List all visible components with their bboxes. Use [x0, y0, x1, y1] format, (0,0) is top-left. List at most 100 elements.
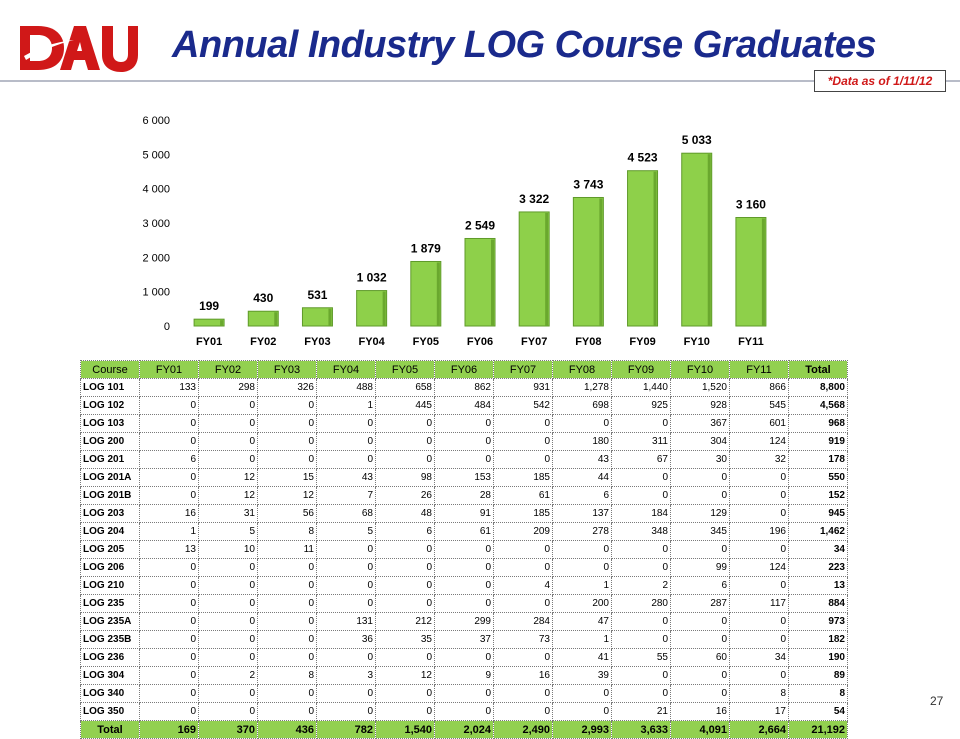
value-cell: 17 [729, 702, 789, 721]
value-cell: 185 [493, 468, 553, 487]
value-cell: 311 [611, 432, 671, 451]
value-cell: 209 [493, 522, 553, 541]
value-cell: 0 [434, 594, 494, 613]
total-cell: 178 [788, 450, 848, 469]
value-cell: 34 [729, 648, 789, 667]
value-cell: 0 [375, 702, 435, 721]
value-cell: 185 [493, 504, 553, 523]
value-cell: 0 [198, 414, 258, 433]
bar-shade [599, 198, 603, 326]
bar-shade [436, 262, 440, 326]
value-cell: 287 [670, 594, 730, 613]
x-tick-label: FY10 [684, 336, 710, 348]
value-cell: 2,993 [552, 720, 612, 739]
value-cell: 0 [434, 540, 494, 559]
x-tick-label: FY06 [467, 336, 493, 348]
value-cell: 0 [316, 450, 376, 469]
value-cell: 1,440 [611, 378, 671, 397]
value-cell: 60 [670, 648, 730, 667]
value-cell: 0 [611, 486, 671, 505]
value-cell: 0 [670, 540, 730, 559]
value-cell: 7 [316, 486, 376, 505]
bar [410, 260, 442, 327]
value-cell: 0 [139, 702, 199, 721]
value-cell: 4 [493, 576, 553, 595]
bar-data-label: 3 743 [573, 177, 603, 191]
value-cell: 4,091 [670, 720, 730, 739]
value-cell: 48 [375, 504, 435, 523]
x-tick-label: FY04 [358, 336, 385, 348]
dau-logo [20, 26, 138, 72]
value-cell: 0 [729, 468, 789, 487]
value-cell: 0 [375, 594, 435, 613]
value-cell: 0 [611, 666, 671, 685]
value-cell: 0 [198, 648, 258, 667]
value-cell: 3,633 [611, 720, 671, 739]
y-tick-label: 0 [164, 321, 170, 333]
value-cell: 0 [729, 504, 789, 523]
value-cell: 98 [375, 468, 435, 487]
bar-data-label: 3 160 [736, 198, 766, 212]
value-cell: 0 [375, 540, 435, 559]
value-cell: 0 [611, 684, 671, 703]
value-cell: 0 [552, 414, 612, 433]
table-row: LOG 203 16 31 56 68 48 91 185 137 184 129 0 945 [80, 504, 848, 523]
course-cell: LOG 204 [80, 522, 140, 541]
bar-shade [545, 212, 549, 326]
total-cell: 89 [788, 666, 848, 685]
bar-shade [274, 312, 278, 326]
value-cell: 68 [316, 504, 376, 523]
value-cell: 67 [611, 450, 671, 469]
value-cell: 0 [375, 684, 435, 703]
value-cell: 133 [139, 378, 199, 397]
total-cell: 8,800 [788, 378, 848, 397]
graduates-bar-chart: 0 1 000 2 000 3 000 4 000 5 000 6 000 199 430 53… [142, 115, 767, 348]
course-cell: LOG 235A [80, 612, 140, 631]
value-cell: 0 [611, 414, 671, 433]
value-cell: 28 [434, 486, 494, 505]
value-cell: 15 [257, 468, 317, 487]
bar [572, 196, 604, 327]
value-cell: 445 [375, 396, 435, 415]
value-cell: 0 [316, 540, 376, 559]
value-cell: 0 [139, 396, 199, 415]
dau-logo-mark [20, 26, 138, 72]
value-cell: 0 [611, 630, 671, 649]
table-row: LOG 236 0 0 0 0 0 0 0 41 55 60 34 190 [80, 648, 848, 667]
bar-series: 199 430 531 1 032 1 879 2 549 3 322 3 743 4 523 5… [193, 133, 767, 327]
value-cell: 12 [198, 486, 258, 505]
bar-data-label: 1 032 [357, 271, 387, 285]
course-cell: LOG 201B [80, 486, 140, 505]
value-cell: 13 [139, 540, 199, 559]
value-cell: 129 [670, 504, 730, 523]
value-cell: 2,490 [493, 720, 553, 739]
value-cell: 862 [434, 378, 494, 397]
value-cell: 36 [316, 630, 376, 649]
bar [193, 318, 225, 327]
column-header: FY07 [493, 360, 553, 379]
value-cell: 0 [493, 432, 553, 451]
table-row: LOG 201 6 0 0 0 0 0 0 43 67 30 32 178 [80, 450, 848, 469]
value-cell: 0 [729, 666, 789, 685]
bar-data-label: 3 322 [519, 192, 549, 206]
value-cell: 601 [729, 414, 789, 433]
value-cell: 0 [434, 684, 494, 703]
value-cell: 0 [198, 612, 258, 631]
total-cell: 945 [788, 504, 848, 523]
table-row: LOG 204 1 5 8 5 6 61 209 278 348 345 196 1,462 [80, 522, 848, 541]
course-cell: LOG 304 [80, 666, 140, 685]
value-cell: 0 [257, 684, 317, 703]
course-cell: LOG 201 [80, 450, 140, 469]
value-cell: 1 [316, 396, 376, 415]
value-cell: 6 [139, 450, 199, 469]
value-cell: 61 [434, 522, 494, 541]
value-cell: 0 [670, 630, 730, 649]
value-cell: 153 [434, 468, 494, 487]
total-cell: 190 [788, 648, 848, 667]
value-cell: 0 [493, 450, 553, 469]
value-cell: 124 [729, 432, 789, 451]
value-cell: 0 [611, 558, 671, 577]
table-row: LOG 103 0 0 0 0 0 0 0 0 0 367 601 968 [80, 414, 848, 433]
course-cell: LOG 200 [80, 432, 140, 451]
value-cell: 30 [670, 450, 730, 469]
